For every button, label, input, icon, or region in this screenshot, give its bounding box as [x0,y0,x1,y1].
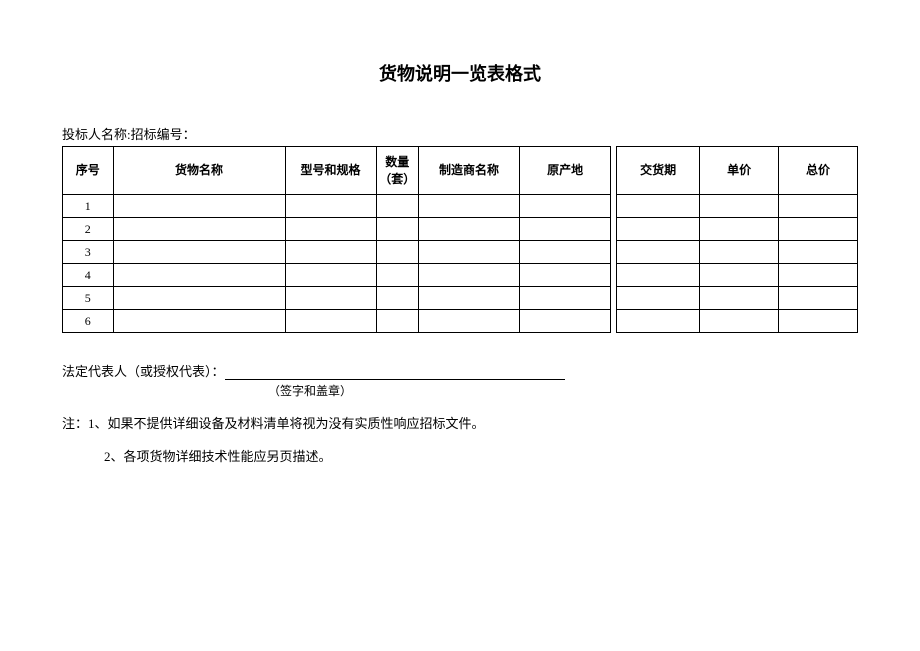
cell-delivery [617,218,700,241]
cell-seq: 2 [63,218,114,241]
cell-name [113,264,285,287]
cell-qty [376,218,418,241]
cell-total [779,287,858,310]
cell-origin [520,241,611,264]
table-row: 4 [63,264,858,287]
note-2: 2、各项货物详细技术性能应另页描述。 [104,446,858,465]
cell-total [779,241,858,264]
cell-delivery [617,241,700,264]
cell-total [779,264,858,287]
cell-delivery [617,287,700,310]
table-row: 5 [63,287,858,310]
cell-unit [700,218,779,241]
cell-origin [520,287,611,310]
signature-line [225,364,565,380]
cell-unit [700,241,779,264]
cell-mfr [418,195,519,218]
sign-note: （签字和盖章） [268,382,858,399]
cell-delivery [617,264,700,287]
page-title: 货物说明一览表格式 [62,60,858,86]
cell-spec [285,310,376,333]
cell-mfr [418,264,519,287]
cell-qty [376,241,418,264]
cell-seq: 5 [63,287,114,310]
cell-seq: 3 [63,241,114,264]
header-spec: 型号和规格 [285,147,376,195]
cell-seq: 1 [63,195,114,218]
cell-total [779,218,858,241]
cell-name [113,310,285,333]
cell-spec [285,218,376,241]
cell-unit [700,264,779,287]
cell-unit [700,310,779,333]
cell-mfr [418,287,519,310]
cell-name [113,195,285,218]
table-row: 2 [63,218,858,241]
cell-spec [285,264,376,287]
cell-unit [700,195,779,218]
cell-origin [520,310,611,333]
cell-unit [700,287,779,310]
cell-mfr [418,241,519,264]
header-unit: 单价 [700,147,779,195]
table-row: 3 [63,241,858,264]
table-header-row: 序号 货物名称 型号和规格 数量 （套） 制造商名称 原产地 交货期 单价 总价 [63,147,858,195]
cell-name [113,218,285,241]
footer-section: 法定代表人（或授权代表）： （签字和盖章） 注：1、如果不提供详细设备及材料清单… [62,361,858,465]
cell-origin [520,195,611,218]
table-row: 6 [63,310,858,333]
header-qty: 数量 （套） [376,147,418,195]
cell-name [113,287,285,310]
header-name: 货物名称 [113,147,285,195]
cell-spec [285,287,376,310]
table-row: 1 [63,195,858,218]
cell-total [779,310,858,333]
cell-origin [520,264,611,287]
cell-spec [285,241,376,264]
cell-total [779,195,858,218]
header-qty-line2: （套） [379,172,415,186]
header-mfr: 制造商名称 [418,147,519,195]
goods-table: 序号 货物名称 型号和规格 数量 （套） 制造商名称 原产地 交货期 单价 总价… [62,146,858,333]
cell-origin [520,218,611,241]
cell-spec [285,195,376,218]
header-delivery: 交货期 [617,147,700,195]
cell-seq: 4 [63,264,114,287]
cell-name [113,241,285,264]
cell-mfr [418,310,519,333]
cell-qty [376,310,418,333]
cell-mfr [418,218,519,241]
note-1: 注：1、如果不提供详细设备及材料清单将视为没有实质性响应招标文件。 [62,413,858,432]
cell-qty [376,195,418,218]
cell-qty [376,264,418,287]
cell-delivery [617,195,700,218]
cell-seq: 6 [63,310,114,333]
header-origin: 原产地 [520,147,611,195]
signature-row: 法定代表人（或授权代表）： [62,361,858,380]
header-total: 总价 [779,147,858,195]
header-qty-line1: 数量 [385,155,409,169]
cell-delivery [617,310,700,333]
bidder-info-label: 投标人名称:招标编号： [62,124,858,143]
header-seq: 序号 [63,147,114,195]
cell-qty [376,287,418,310]
rep-label: 法定代表人（或授权代表）： [62,364,225,379]
